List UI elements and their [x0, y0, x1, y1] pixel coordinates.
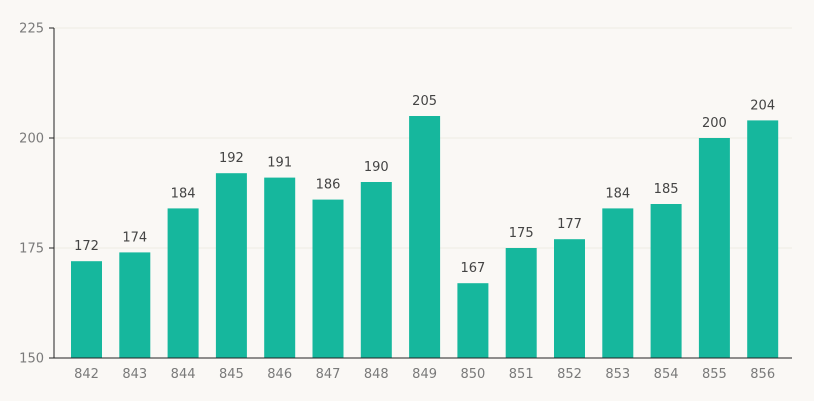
x-tick-label-853: 853 [605, 367, 630, 382]
x-tick-label-851: 851 [509, 367, 534, 382]
data-label-851: 175 [509, 226, 534, 241]
data-labels: 172 174 184 192 191 186 190 205 167 175 177 184 185 2… [74, 94, 775, 276]
data-label-852: 177 [557, 217, 582, 232]
data-label-853: 184 [605, 186, 630, 201]
data-label-854: 185 [654, 182, 679, 197]
x-tick-label-847: 847 [316, 367, 341, 382]
data-label-844: 184 [171, 186, 196, 201]
x-tick-label-852: 852 [557, 367, 582, 382]
bar-850 [457, 283, 489, 358]
data-label-846: 191 [267, 156, 292, 171]
bar-846 [264, 177, 296, 358]
bar-851 [505, 248, 537, 358]
bar-842 [71, 261, 102, 358]
data-label-855: 200 [702, 116, 727, 131]
bar-845 [215, 173, 247, 358]
y-tick-label: 225 [19, 22, 44, 37]
bar-852 [554, 239, 585, 358]
bars [71, 116, 779, 359]
data-label-850: 167 [460, 261, 485, 276]
x-tick-label-846: 846 [267, 367, 292, 382]
bar-855 [698, 138, 730, 358]
x-tick-label-850: 850 [460, 367, 485, 382]
bar-843 [119, 252, 151, 358]
x-tick-label-854: 854 [654, 367, 679, 382]
x-tick-label-844: 844 [171, 367, 196, 382]
x-tick-label-856: 856 [750, 367, 775, 382]
x-tick-label-848: 848 [364, 367, 389, 382]
bar-853 [602, 208, 634, 358]
y-tick-label: 150 [19, 352, 44, 367]
y-tick-label: 200 [19, 132, 44, 147]
data-label-847: 186 [316, 178, 341, 193]
bar-849 [409, 116, 441, 358]
data-label-849: 205 [412, 94, 437, 109]
data-label-842: 172 [74, 239, 99, 254]
x-tick-label-855: 855 [702, 367, 727, 382]
bar-848 [360, 182, 392, 358]
x-tick-label-849: 849 [412, 367, 437, 382]
axes: 150 175 200 225 842 843 844 845 846 847 848 849 850 8… [19, 22, 792, 382]
x-tick-label-845: 845 [219, 367, 244, 382]
bar-854 [650, 204, 682, 358]
x-tick-label-843: 843 [122, 367, 147, 382]
data-label-843: 174 [122, 230, 147, 245]
bar-844 [167, 208, 199, 358]
x-tick-label-842: 842 [74, 367, 99, 382]
bar-856 [747, 120, 779, 359]
data-label-848: 190 [364, 160, 389, 175]
data-label-845: 192 [219, 151, 244, 166]
y-tick-label: 175 [19, 242, 44, 257]
bar-847 [312, 199, 344, 358]
data-label-856: 204 [750, 98, 775, 113]
